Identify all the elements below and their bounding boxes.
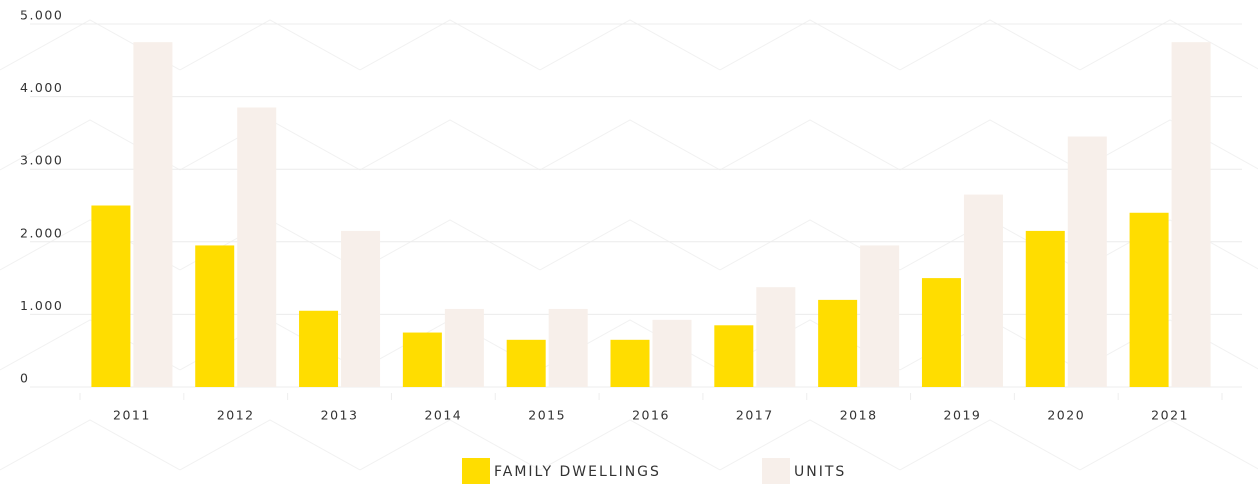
bar xyxy=(818,299,858,387)
y-tick-label: 2.000 xyxy=(20,225,63,240)
bar xyxy=(714,325,754,387)
x-tick-label: 2011 xyxy=(113,408,151,423)
bar xyxy=(402,332,442,387)
bar xyxy=(860,245,900,387)
x-tick-label: 2018 xyxy=(840,408,878,423)
bar xyxy=(195,245,235,387)
bar xyxy=(237,107,277,388)
y-tick-label: 1.000 xyxy=(20,298,63,313)
bar xyxy=(756,287,796,387)
bar xyxy=(1025,230,1065,387)
legend-swatch xyxy=(462,458,490,484)
x-tick-label: 2017 xyxy=(736,408,774,423)
bar xyxy=(921,278,961,387)
legend-swatch xyxy=(762,458,790,484)
y-tick-label: 0 xyxy=(20,371,29,386)
bar xyxy=(133,42,173,388)
x-tick-label: 2014 xyxy=(424,408,462,423)
x-tick-label: 2012 xyxy=(217,408,255,423)
bar xyxy=(341,230,381,387)
legend-label: UNITS xyxy=(794,464,846,480)
y-tick-label: 5.000 xyxy=(20,8,63,23)
bar xyxy=(444,308,484,387)
x-tick-label: 2013 xyxy=(321,408,359,423)
x-tick-label: 2020 xyxy=(1047,408,1085,423)
bar xyxy=(1067,136,1107,387)
x-tick-label: 2019 xyxy=(944,408,982,423)
x-tick-label: 2015 xyxy=(528,408,566,423)
bar xyxy=(963,194,1003,387)
bar xyxy=(548,308,588,387)
bar xyxy=(1129,212,1169,387)
bar xyxy=(299,310,339,387)
bar xyxy=(652,319,692,387)
x-tick-label: 2021 xyxy=(1151,408,1189,423)
bar xyxy=(1171,42,1211,388)
y-tick-label: 3.000 xyxy=(20,153,63,168)
bar xyxy=(506,339,546,387)
legend-label: FAMILY DWELLINGS xyxy=(494,464,661,480)
bar xyxy=(91,205,131,387)
bar xyxy=(610,339,650,387)
y-tick-label: 4.000 xyxy=(20,80,63,95)
x-tick-label: 2016 xyxy=(632,408,670,423)
